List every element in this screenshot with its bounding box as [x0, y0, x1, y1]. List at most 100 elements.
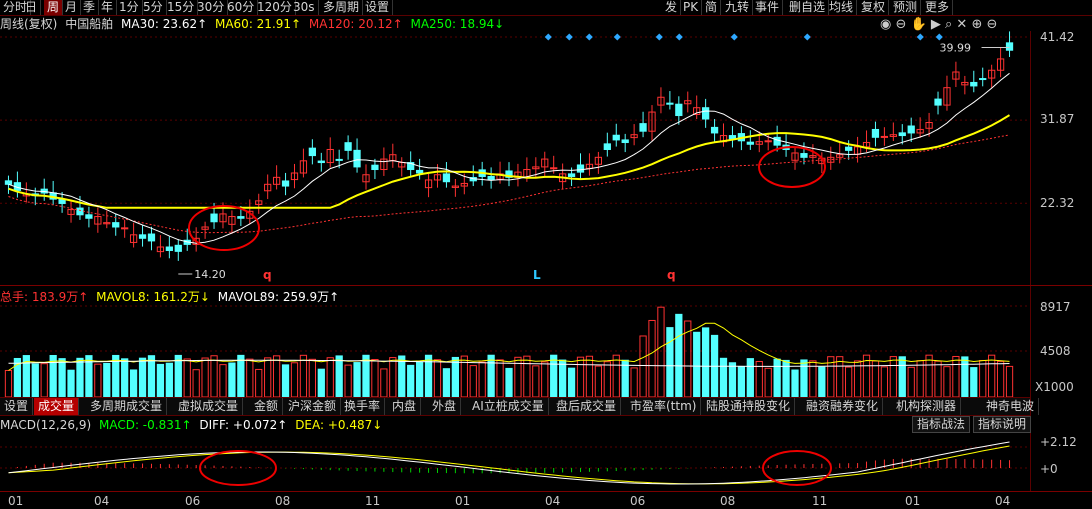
indicator-tab[interactable]: 内盘	[388, 398, 422, 415]
toolbar-item[interactable]: 多周期	[320, 0, 364, 15]
candle-body	[764, 140, 772, 143]
toolbar-right-item[interactable]: 复权	[858, 0, 890, 15]
toolbar-item[interactable]: 1分	[116, 0, 143, 15]
zoom-out-icon[interactable]: ⊖	[895, 17, 907, 32]
candle-body	[103, 222, 111, 225]
toolbar-item[interactable]: 日	[22, 0, 42, 15]
highlight-ellipse	[188, 205, 260, 251]
candle-body	[880, 135, 889, 138]
volume-bar	[603, 361, 611, 397]
volume-bar	[389, 357, 397, 397]
volume-chart[interactable]	[0, 302, 1030, 397]
toolbar-item[interactable]: 分时	[0, 0, 32, 15]
toolbar-right-item[interactable]: 均线	[826, 0, 858, 15]
volume-bar	[344, 364, 352, 397]
indicator-tab[interactable]: 陆股通持股变化	[702, 398, 796, 415]
candle-body	[317, 160, 325, 164]
toolbar-right-item[interactable]: 事件	[752, 0, 784, 15]
play-icon[interactable]: ▶	[930, 17, 941, 32]
volume-bar	[612, 354, 620, 397]
indicator-tab[interactable]: 沪深金额	[284, 398, 342, 415]
toolbar-item[interactable]: 30s	[290, 0, 319, 15]
toolbar-right-item[interactable]: 发	[662, 0, 682, 15]
indicator-tab[interactable]: 神奇电波	[982, 398, 1040, 415]
candle-body	[889, 134, 897, 137]
low-label: 14.20	[194, 268, 226, 281]
event-diamond-icon	[935, 33, 943, 41]
indicator-tab[interactable]: 换手率	[340, 398, 386, 415]
toolbar-right-item[interactable]: PK	[680, 0, 703, 15]
candle-body	[710, 126, 719, 134]
x-tick-label: 06	[185, 494, 201, 508]
candle-body	[112, 222, 120, 228]
volume-bar	[165, 362, 173, 397]
right-axis	[1030, 31, 1092, 491]
add-icon[interactable]: ⊕	[971, 17, 983, 32]
toolbar-item[interactable]: 月	[62, 0, 82, 15]
diff-value: DIFF: +0.072↑	[199, 418, 288, 432]
toolbar-right-item[interactable]: 九转	[722, 0, 754, 15]
volume-bar	[4, 369, 13, 397]
volume-bar	[648, 319, 656, 397]
toolbar-right-item[interactable]: 删自选	[786, 0, 830, 15]
toolbar-item[interactable]: 60分	[224, 0, 259, 15]
candle-body	[702, 107, 710, 120]
candle-body	[210, 213, 218, 223]
toolbar-item[interactable]: 设置	[362, 0, 394, 15]
indicator-tab[interactable]: 盘后成交量	[552, 398, 622, 415]
price-axis-label-mid: 31.87	[1040, 112, 1075, 126]
volume-bar	[996, 360, 1005, 397]
event-diamond-icon	[655, 33, 663, 41]
toolbar-item[interactable]: 年	[98, 0, 118, 15]
indicator-tab[interactable]: 融资融券变化	[802, 398, 884, 415]
event-diamond-icon	[730, 33, 738, 41]
indicator-tab[interactable]: 市盈率(ttm)	[626, 398, 702, 415]
toolbar-right-item[interactable]: 简	[702, 0, 722, 15]
eye-icon[interactable]: ◉	[880, 17, 892, 32]
remove-icon[interactable]: ⊖	[986, 17, 998, 32]
main-chart-header: 周线(复权) 中国船舶 MA30: 23.62↑ MA60: 21.91↑ MA…	[0, 17, 508, 31]
toolbar-item[interactable]: 5分	[140, 0, 167, 15]
mavol89-line	[8, 359, 1010, 367]
x-tick-label: 01	[455, 494, 471, 508]
search-icon[interactable]: ⌕	[945, 17, 953, 32]
candle-body	[603, 143, 611, 150]
x-tick-label: 04	[995, 494, 1011, 508]
header-icons: ◉ ⊖ ✋ ▶ ⌕ ✕ ⊕ ⊖	[880, 17, 997, 32]
toolbar-item[interactable]: 30分	[194, 0, 229, 15]
volume-bar	[907, 366, 915, 397]
candle-body	[693, 107, 701, 115]
indicator-strategy-button[interactable]: 指标战法	[912, 416, 971, 433]
indicator-tab[interactable]: 外盘	[428, 398, 462, 415]
x-tick-label: 11	[812, 494, 828, 508]
indicator-tab[interactable]: AI立桩成交量	[468, 398, 549, 415]
indicator-tab[interactable]: 设置	[0, 398, 34, 415]
volume-bar	[505, 367, 513, 397]
candle-body	[129, 234, 138, 243]
candle-body	[4, 180, 13, 185]
toolbar-item[interactable]: 季	[80, 0, 100, 15]
candle-body	[925, 122, 933, 129]
indicator-tab[interactable]: 多周期成交量	[86, 398, 168, 415]
volume-bar	[398, 355, 406, 397]
hand-icon[interactable]: ✋	[910, 17, 927, 32]
macd-header: MACD(12,26,9) MACD: -0.831↑ DIFF: +0.072…	[0, 418, 382, 432]
candle-body	[272, 176, 281, 185]
macd-chart[interactable]	[0, 434, 1030, 492]
toolbar-right-item[interactable]: 预测	[890, 0, 922, 15]
volume-bar	[934, 360, 942, 397]
indicator-tab[interactable]: 金额	[250, 398, 284, 415]
event-diamond-icon	[544, 33, 552, 41]
toolbar-right-item[interactable]: 更多	[922, 0, 954, 15]
toolbar-item[interactable]: 周	[44, 0, 64, 15]
indicator-help-button[interactable]: 指标说明	[973, 416, 1032, 433]
candle-body	[380, 158, 388, 171]
toolbar-item[interactable]: 15分	[164, 0, 199, 15]
toolbar-item[interactable]: 120分	[254, 0, 296, 15]
indicator-tab[interactable]: 虚拟成交量	[174, 398, 244, 415]
close-icon[interactable]: ✕	[956, 17, 968, 32]
indicator-tab[interactable]: 成交量	[34, 398, 80, 415]
indicator-tab[interactable]: 机构探测器	[892, 398, 962, 415]
volume-bar	[952, 355, 960, 397]
